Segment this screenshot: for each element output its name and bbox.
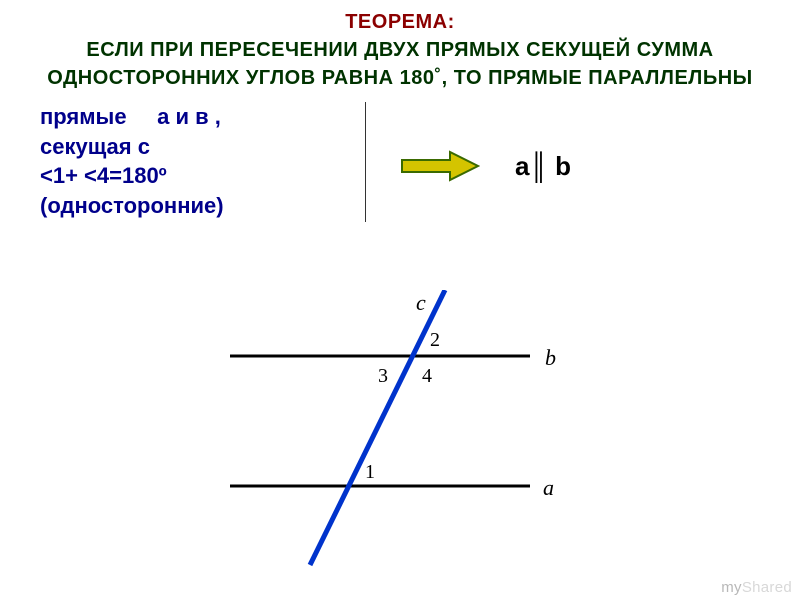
label-angle-1: 1: [365, 461, 375, 483]
condition-line-3: <1+ <4=180º: [40, 161, 360, 191]
implication-block: а║ b: [400, 150, 571, 182]
title-line-1: ТЕОРЕМА:: [30, 8, 770, 36]
watermark: myShared: [721, 579, 792, 596]
label-a: a: [543, 475, 554, 500]
label-c: c: [416, 290, 426, 315]
vertical-divider: [365, 102, 366, 222]
condition-line-1: прямые а и в ,: [40, 102, 360, 132]
label-angle-4: 4: [422, 365, 432, 387]
label-angle-3: 3: [378, 365, 388, 387]
mid-section: прямые а и в , секущая с <1+ <4=180º (од…: [0, 102, 800, 221]
condition-line-4: (односторонние): [40, 191, 360, 221]
arrow-shape: [402, 152, 478, 180]
label-angle-2: 2: [430, 329, 440, 351]
conditions-block: прямые а и в , секущая с <1+ <4=180º (од…: [40, 102, 360, 221]
line-c-transversal: [310, 290, 445, 565]
watermark-part-1: my: [721, 579, 742, 596]
theorem-title: ТЕОРЕМА: ЕСЛИ ПРИ ПЕРЕСЕЧЕНИИ ДВУХ ПРЯМЫ…: [0, 0, 800, 92]
label-b: b: [545, 345, 556, 370]
title-line-2: ЕСЛИ ПРИ ПЕРЕСЕЧЕНИИ ДВУХ ПРЯМЫХ СЕКУЩЕЙ…: [30, 36, 770, 92]
result-text: а║ b: [515, 151, 571, 182]
watermark-part-2: Shared: [742, 579, 792, 596]
arrow-icon: [400, 150, 480, 182]
geometry-diagram: c b a 2 3 4 1: [220, 290, 580, 570]
condition-line-2: секущая с: [40, 132, 360, 162]
